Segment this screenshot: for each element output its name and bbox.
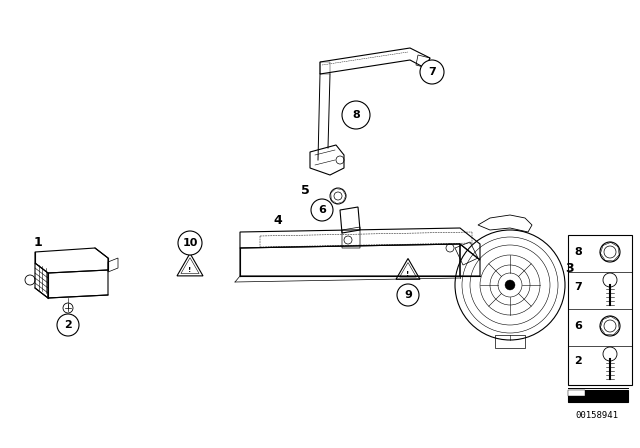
Text: 8: 8	[574, 247, 582, 257]
Text: 00158941: 00158941	[575, 410, 618, 419]
Text: !: !	[406, 271, 410, 277]
Text: 8: 8	[352, 110, 360, 120]
Polygon shape	[568, 390, 628, 402]
Circle shape	[420, 60, 444, 84]
Circle shape	[57, 314, 79, 336]
Polygon shape	[568, 390, 585, 396]
Circle shape	[178, 231, 202, 255]
Circle shape	[505, 280, 515, 290]
Text: 1: 1	[34, 236, 42, 249]
Text: 6: 6	[318, 205, 326, 215]
Circle shape	[397, 284, 419, 306]
Text: 3: 3	[566, 262, 574, 275]
Text: 5: 5	[301, 184, 309, 197]
Text: 7: 7	[574, 282, 582, 292]
Text: 7: 7	[428, 67, 436, 77]
Text: 10: 10	[182, 238, 198, 248]
Text: 9: 9	[404, 290, 412, 300]
Text: !: !	[188, 267, 191, 273]
Text: 6: 6	[574, 321, 582, 331]
Text: 2: 2	[574, 356, 582, 366]
Text: 2: 2	[64, 320, 72, 330]
Circle shape	[311, 199, 333, 221]
Text: 4: 4	[274, 214, 282, 227]
Circle shape	[342, 101, 370, 129]
